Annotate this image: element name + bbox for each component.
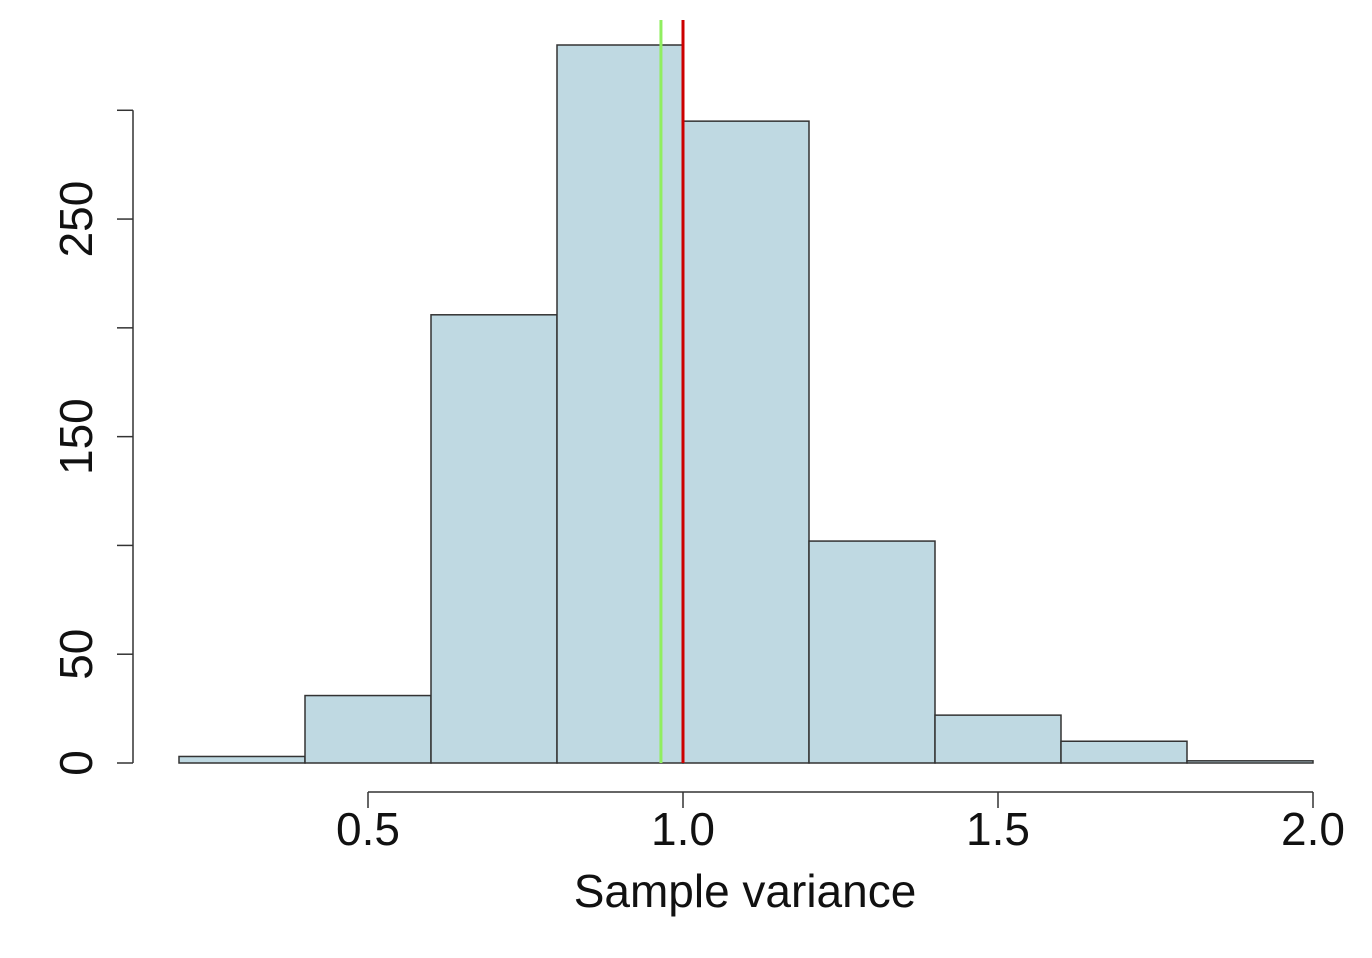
x-tick-label: 2.0 [1281,803,1345,855]
x-tick-label: 1.5 [966,803,1030,855]
bar [934,714,1062,764]
bar [430,314,558,764]
x-tick-label: 1.0 [651,803,715,855]
bar [304,694,432,764]
bar [808,540,936,764]
bar [1060,740,1188,764]
x-tick-label: 0.5 [336,803,400,855]
y-tick-label: 50 [50,629,102,680]
y-tick-label: 0 [50,750,102,776]
bar [1186,760,1314,764]
bar [682,120,810,764]
bar [556,44,684,764]
bar [178,755,306,764]
y-tick-label: 150 [50,398,102,475]
x-axis-label: Sample variance [574,865,917,917]
y-tick-label: 250 [50,181,102,258]
